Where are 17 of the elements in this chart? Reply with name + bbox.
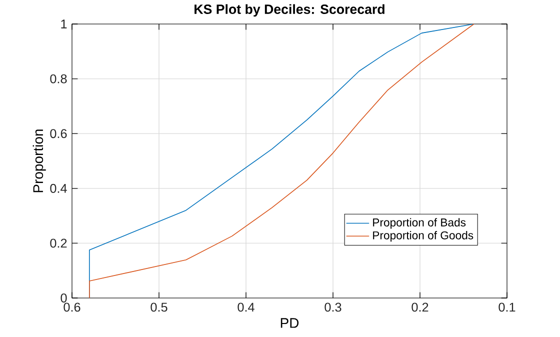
y-tick-label: 0.6 xyxy=(50,129,67,138)
x-tick-label: 0.3 xyxy=(324,302,342,312)
x-tick-label: 0.5 xyxy=(150,302,168,312)
legend-label: Proportion of Bads xyxy=(373,218,466,229)
line-series xyxy=(89,24,474,298)
y-tick-label: 0.2 xyxy=(50,238,67,248)
y-tick-label: 0 xyxy=(60,294,67,302)
legend-label: Proportion of Goods xyxy=(373,231,474,242)
x-axis-title: PD xyxy=(280,318,299,328)
y-axis-title: Proportion xyxy=(32,130,46,192)
chart-title: KS Plot by Deciles: Scorecard xyxy=(194,4,384,17)
x-tick-label: 0.4 xyxy=(238,302,254,312)
y-tick-label: 1 xyxy=(61,20,67,28)
y-tick-label: 0.8 xyxy=(50,74,67,84)
x-tick-label: 0.1 xyxy=(498,302,516,312)
y-tick-label: 0.4 xyxy=(50,184,67,193)
x-tick-label: 0.2 xyxy=(412,302,428,312)
